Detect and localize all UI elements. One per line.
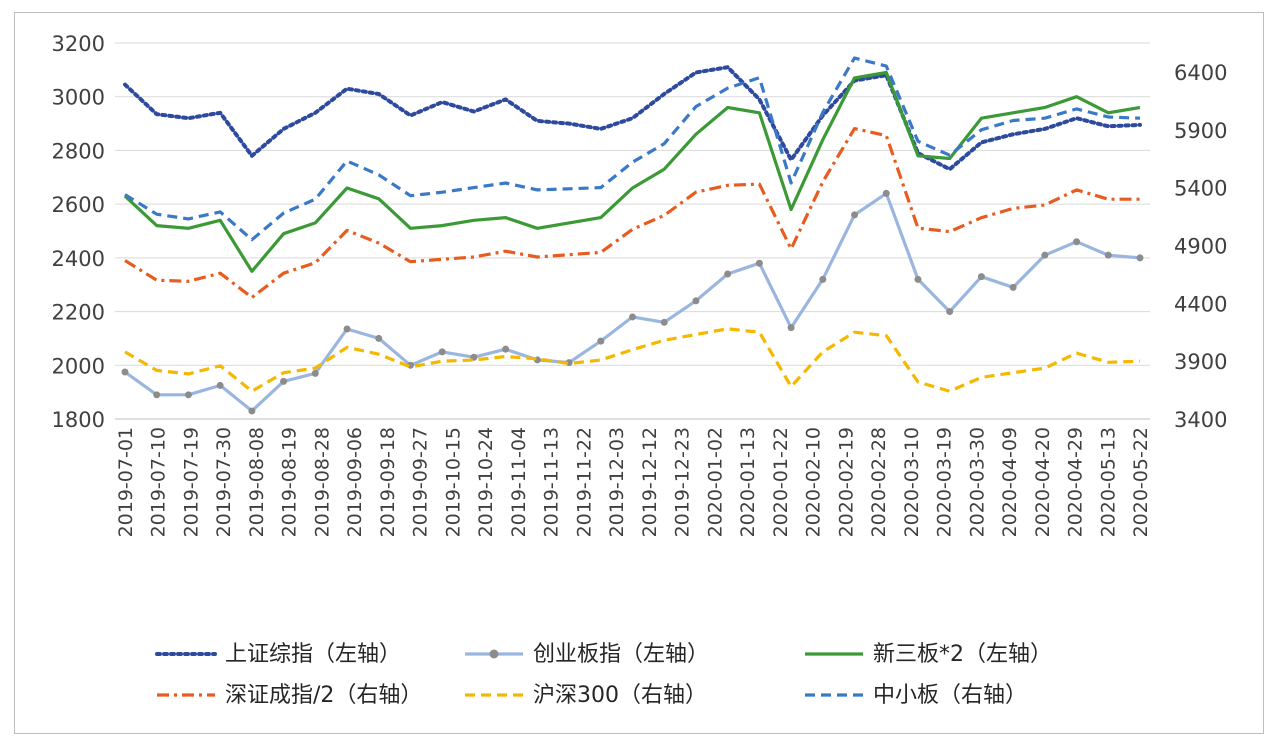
y-left-tick-label: 3200 (52, 32, 105, 56)
y-left-tick-label: 1800 (52, 408, 105, 432)
series-point (629, 313, 636, 321)
x-tick-label: 2019-11-22 (573, 427, 595, 537)
x-tick-label: 2019-08-19 (279, 427, 301, 537)
series-point (597, 337, 605, 345)
series-point (882, 189, 890, 197)
y-right-tick-label: 4900 (1174, 234, 1227, 258)
series-point (755, 259, 763, 267)
x-tick-label: 2020-02-10 (803, 427, 825, 537)
series-point (660, 318, 668, 326)
x-tick-label: 2020-03-10 (901, 427, 923, 537)
series-line-5 (124, 56, 1141, 242)
series-point (1136, 254, 1144, 262)
x-tick-label: 2019-07-30 (213, 427, 235, 537)
series-line-4 (124, 327, 1141, 393)
legend-label: 深证成指/2（右轴） (225, 683, 422, 708)
x-axis: 2019-07-01 2019-07-10 2019-07-19 2019-07-30… (115, 418, 1152, 537)
x-tick-label: 2019-11-13 (541, 427, 563, 537)
x-tick-label: 2020-01-22 (770, 427, 792, 537)
series-point (184, 391, 192, 399)
series-point (851, 211, 859, 219)
x-tick-label: 2020-03-19 (934, 427, 956, 537)
x-tick-label: 2020-03-30 (966, 427, 988, 537)
y-right-tick-label: 3900 (1174, 350, 1227, 374)
chart-frame: 1800 2000 2200 2400 2600 2800 3000 3200 3400 390… (14, 12, 1264, 734)
y-right-tick-label: 5400 (1174, 177, 1227, 201)
series-point (724, 270, 732, 278)
x-tick-label: 2019-08-28 (311, 427, 333, 537)
series-point (343, 325, 351, 333)
series-point (1104, 251, 1112, 259)
y-right-tick-label: 4400 (1174, 292, 1227, 316)
series-point (946, 308, 954, 316)
x-tick-label: 2019-07-01 (115, 427, 137, 537)
x-tick-label: 2019-11-04 (508, 427, 530, 537)
x-tick-label: 2020-04-29 (1065, 427, 1087, 537)
series-point (1009, 283, 1017, 291)
series-point (502, 345, 510, 353)
x-tick-label: 2019-12-23 (672, 427, 694, 537)
series-point (692, 297, 700, 305)
x-tick-label: 2020-01-02 (704, 427, 726, 537)
x-tick-label: 2019-12-03 (606, 427, 628, 537)
series-point (914, 275, 922, 283)
series-point (153, 391, 161, 399)
series-point (121, 368, 129, 376)
legend-label: 创业板指（左轴） (533, 642, 709, 667)
y-left-tick-label: 2000 (52, 354, 105, 378)
x-tick-label: 2020-05-22 (1130, 427, 1152, 537)
series-point (280, 377, 288, 385)
x-tick-label: 2019-12-12 (639, 427, 661, 537)
series-point (819, 275, 827, 283)
x-tick-label: 2019-07-10 (148, 427, 170, 537)
x-tick-label: 2020-02-19 (835, 427, 857, 537)
series-point (375, 334, 383, 342)
x-tick-label: 2020-02-28 (868, 427, 890, 537)
x-tick-label: 2019-08-08 (246, 427, 268, 537)
y-left-tick-label: 2400 (52, 247, 105, 271)
y-right-tick-label: 5900 (1174, 119, 1227, 143)
legend-label: 新三板*2（左轴） (873, 642, 1052, 667)
x-tick-label: 2019-07-19 (180, 427, 202, 537)
line-chart: 1800 2000 2200 2400 2600 2800 3000 3200 3400 390… (52, 32, 1228, 708)
series-point (248, 407, 256, 415)
x-tick-label: 2020-04-09 (999, 427, 1021, 537)
x-tick-label: 2019-09-18 (377, 427, 399, 537)
x-tick-label: 2020-04-20 (1032, 427, 1054, 537)
x-tick-label: 2019-10-24 (475, 427, 497, 537)
series-point (1041, 251, 1049, 259)
series-line-1 (124, 191, 1141, 413)
series-point (1073, 238, 1081, 246)
series-line-0 (123, 65, 1142, 172)
y-right-tick-label: 3400 (1174, 408, 1227, 432)
legend-label: 中小板（右轴） (873, 683, 1027, 708)
x-tick-label: 2020-01-13 (737, 427, 759, 537)
series-point (787, 324, 795, 332)
y-axis-left: 1800 2000 2200 2400 2600 2800 3000 3200 (52, 32, 105, 432)
x-tick-label: 2019-09-27 (410, 427, 432, 537)
series-point (216, 381, 224, 389)
y-left-tick-label: 2200 (52, 301, 105, 325)
series-point (977, 273, 985, 281)
series-lines (121, 56, 1144, 415)
series-point (438, 348, 446, 356)
y-right-tick-label: 6400 (1174, 61, 1227, 85)
y-left-tick-label: 2800 (52, 139, 105, 163)
x-tick-label: 2020-05-13 (1097, 427, 1119, 537)
x-tick-label: 2019-09-06 (344, 427, 366, 537)
legend-marker (489, 649, 499, 659)
legend-label: 沪深300（右轴） (533, 683, 707, 708)
x-tick-label: 2019-10-15 (442, 427, 464, 537)
legend-label: 上证综指（左轴） (225, 642, 401, 667)
gridlines (115, 42, 1150, 420)
series-point (311, 369, 319, 377)
y-left-tick-label: 2600 (52, 193, 105, 217)
series-line-2 (123, 70, 1141, 273)
y-axis-right: 3400 3900 4400 4900 5400 5900 6400 (1174, 61, 1227, 432)
y-left-tick-label: 3000 (52, 86, 105, 110)
series-line-3 (124, 127, 1140, 300)
legend: 上证综指（左轴） 创业板指（左轴） 新三板*2（左轴） 深证成指/2（右轴） 沪深300… (155, 642, 1052, 708)
